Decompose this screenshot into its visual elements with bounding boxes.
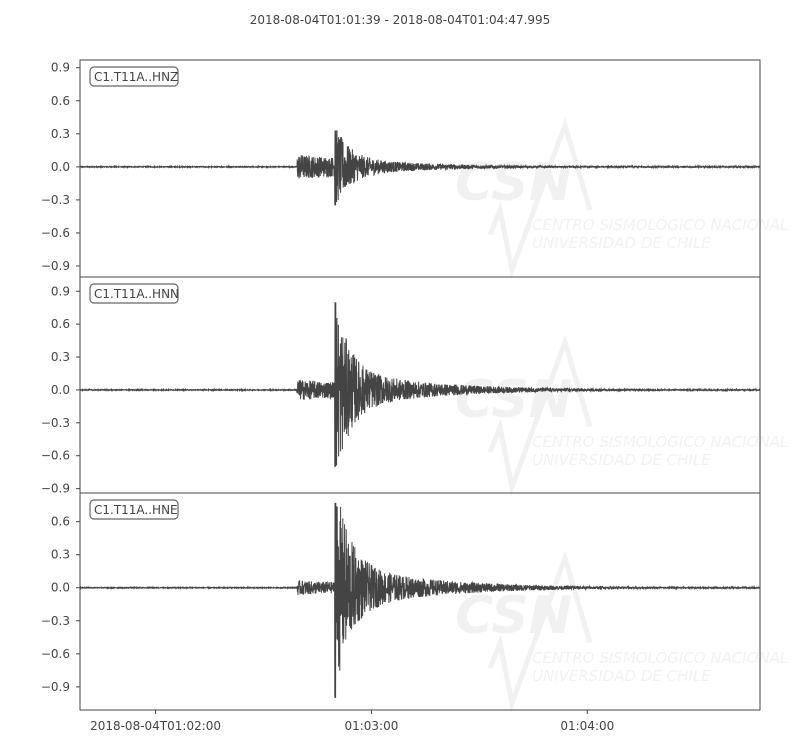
- y-tick-label: −0.9: [41, 680, 70, 694]
- y-tick-label: 0.3: [51, 127, 70, 141]
- y-tick-label: −0.6: [41, 449, 70, 463]
- trace-label: C1.T11A..HNN: [94, 287, 179, 301]
- waveform-trace: [79, 502, 761, 698]
- trace-panel: CSN CENTRO SISMOLÓGICO NACIONALUNIVERSIDA…: [41, 492, 788, 713]
- trace-label: C1.T11A..HNE: [94, 503, 178, 517]
- trace-panel: CSN CENTRO SISMOLÓGICO NACIONALUNIVERSIDA…: [41, 59, 788, 280]
- y-tick-label: −0.3: [41, 193, 70, 207]
- svg-text:CENTRO SISMOLÓGICO NACIONAL: CENTRO SISMOLÓGICO NACIONAL: [532, 432, 788, 451]
- waveform-trace: [79, 130, 761, 206]
- trace-label-box: [89, 499, 179, 520]
- y-tick-label: −0.3: [41, 416, 70, 430]
- svg-text:UNIVERSIDAD DE CHILE: UNIVERSIDAD DE CHILE: [532, 234, 711, 252]
- trace-label-box: [89, 66, 179, 87]
- y-tick-label: 0.0: [51, 160, 70, 174]
- y-tick-label: −0.6: [41, 226, 70, 240]
- svg-text:UNIVERSIDAD DE CHILE: UNIVERSIDAD DE CHILE: [532, 667, 711, 685]
- svg-text:UNIVERSIDAD DE CHILE: UNIVERSIDAD DE CHILE: [532, 451, 711, 469]
- svg-text:CSN: CSN: [455, 153, 572, 213]
- y-tick-label: 0.0: [51, 581, 70, 595]
- trace-label: C1.T11A..HNZ: [94, 70, 178, 84]
- y-tick-label: −0.9: [41, 259, 70, 273]
- y-tick-label: 0.9: [51, 61, 70, 75]
- x-tick-label: 01:03:00: [344, 719, 398, 733]
- y-tick-label: 0.3: [51, 350, 70, 364]
- waveform-trace: [79, 302, 761, 467]
- y-tick-label: 0.6: [51, 317, 70, 331]
- y-tick-label: 0.3: [51, 548, 70, 562]
- csn-watermark-logo: CSN CENTRO SISMOLÓGICO NACIONALUNIVERSIDA…: [455, 334, 788, 497]
- y-tick-label: 0.6: [51, 515, 70, 529]
- axes-frame: [79, 492, 761, 711]
- y-tick-label: −0.6: [41, 647, 70, 661]
- x-tick-label: 01:04:00: [560, 719, 614, 733]
- y-tick-label: 0.0: [51, 383, 70, 397]
- y-tick-label: 0.9: [51, 284, 70, 298]
- y-tick-label: −0.3: [41, 614, 70, 628]
- y-tick-label: −0.9: [41, 482, 70, 496]
- y-tick-label: 0.6: [51, 94, 70, 108]
- chart-title: 2018-08-04T01:01:39 - 2018-08-04T01:04:4…: [249, 13, 551, 27]
- trace-label-box: [89, 283, 179, 304]
- svg-text:CSN: CSN: [455, 370, 572, 430]
- csn-watermark-logo: CSN CENTRO SISMOLÓGICO NACIONALUNIVERSIDA…: [455, 550, 788, 713]
- trace-panel: CSN CENTRO SISMOLÓGICO NACIONALUNIVERSIDA…: [41, 276, 788, 497]
- x-tick-label: 2018-08-04T01:02:00: [90, 719, 221, 733]
- csn-watermark-logo: CSN CENTRO SISMOLÓGICO NACIONALUNIVERSIDA…: [455, 117, 788, 280]
- svg-text:CENTRO SISMOLÓGICO NACIONAL: CENTRO SISMOLÓGICO NACIONAL: [532, 648, 788, 667]
- svg-text:CENTRO SISMOLÓGICO NACIONAL: CENTRO SISMOLÓGICO NACIONAL: [532, 215, 788, 234]
- svg-text:CSN: CSN: [455, 586, 572, 646]
